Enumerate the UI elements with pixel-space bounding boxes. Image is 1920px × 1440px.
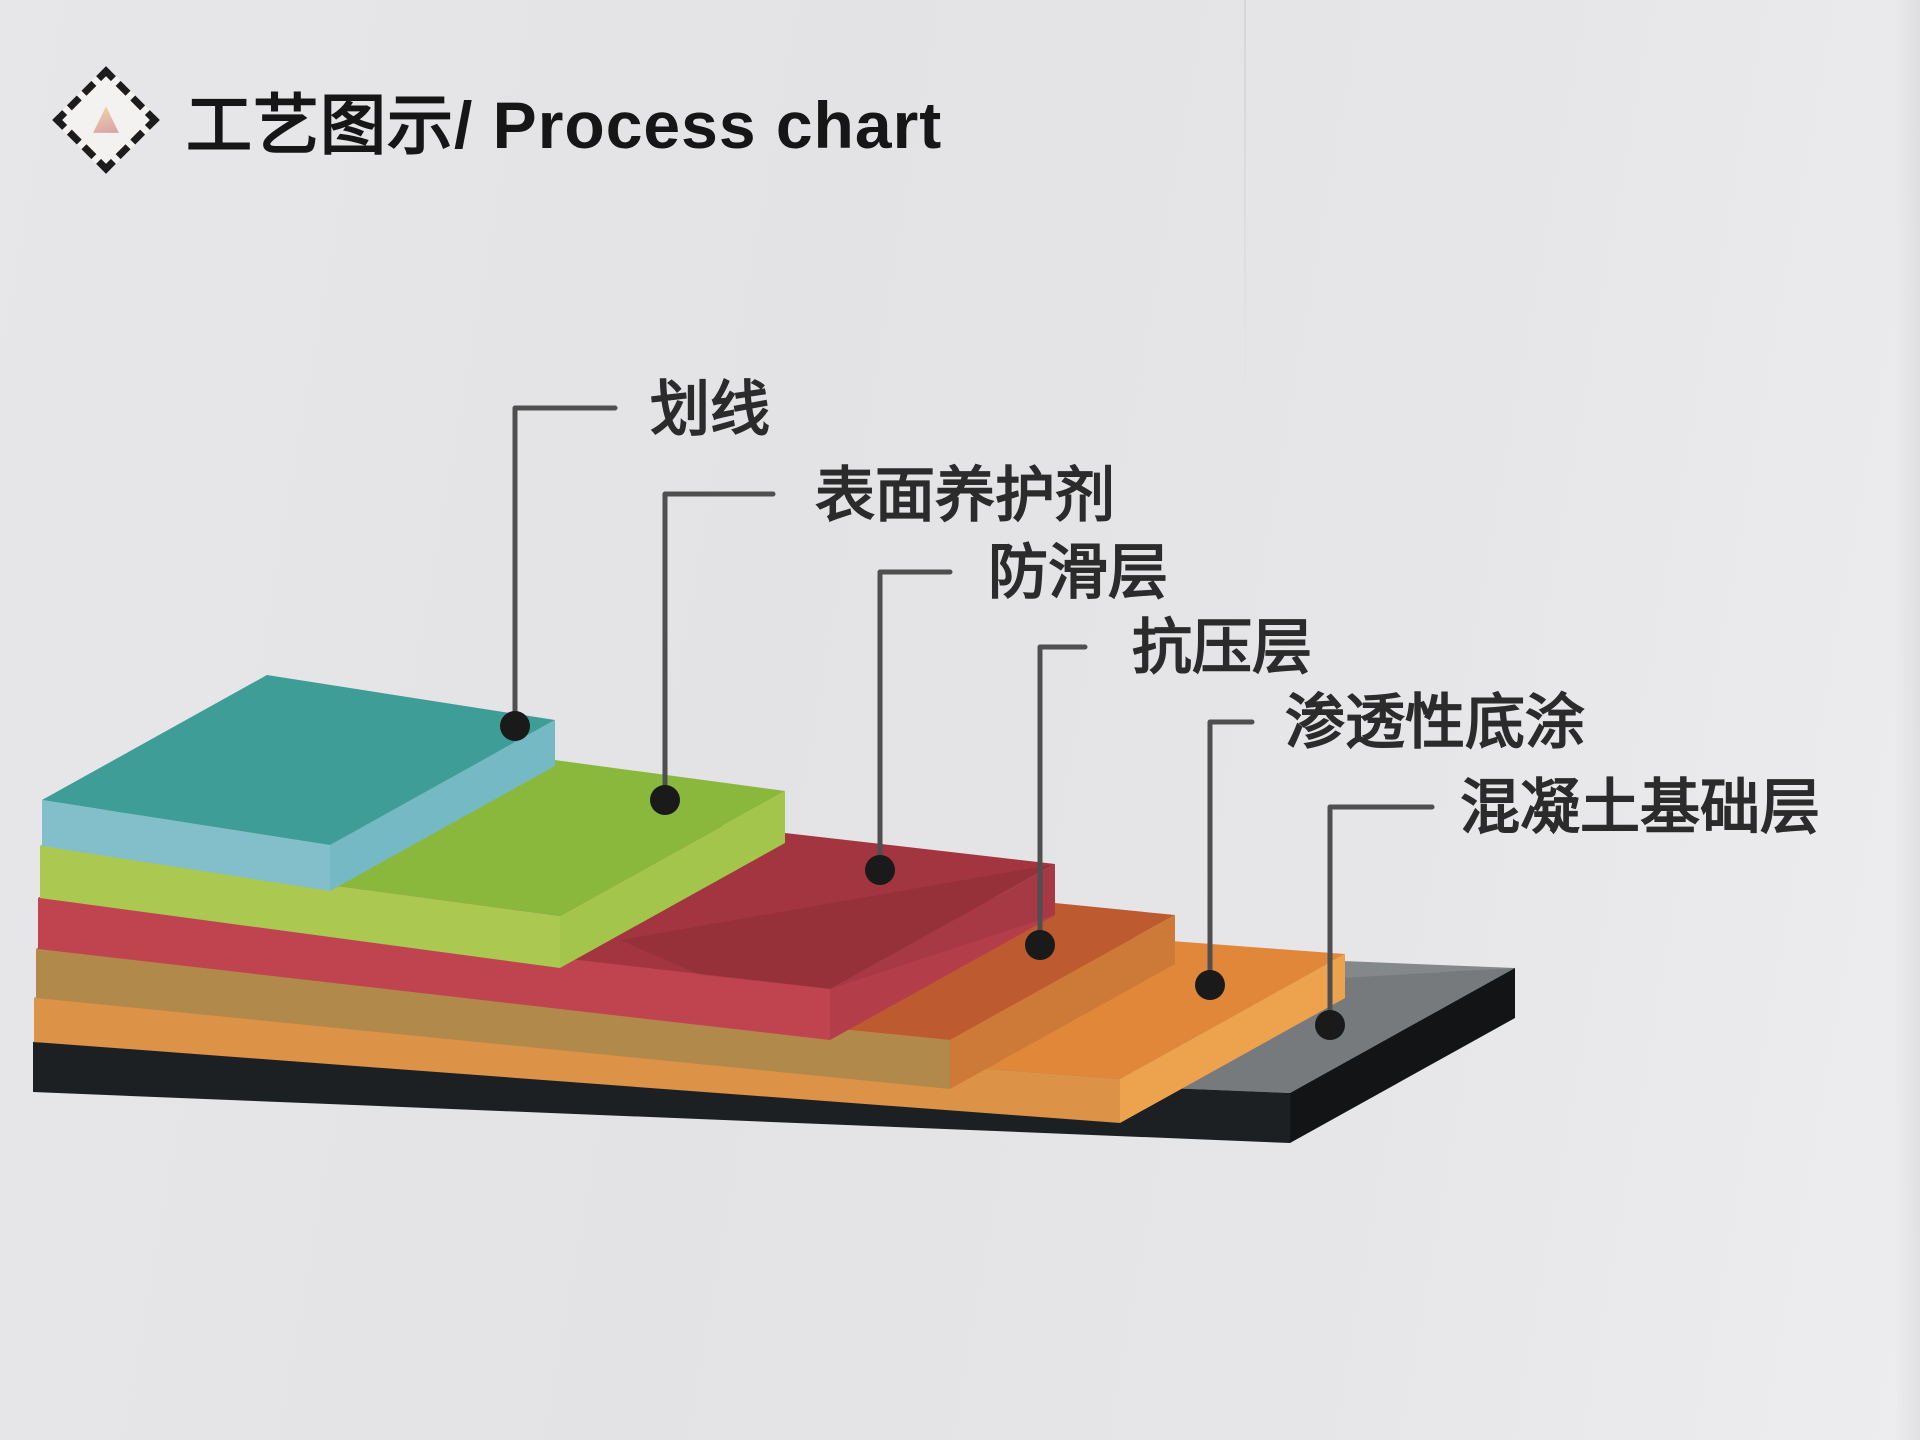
anti-slip-front-face [38,898,830,1040]
line-marking-side-face [330,720,555,891]
label-concrete-base: 混凝土基础层 [1460,774,1820,841]
page-title: 工艺图示/ Process chart [186,88,943,162]
anti-slip-side-face [830,864,1055,1040]
leader-concrete-base [1327,804,1435,1028]
leader-dots [500,711,1345,1040]
line-marking-top-face [42,675,555,845]
leader-anti-slip [877,569,953,873]
dot-line-marking [500,711,530,741]
curing-agent-front-face [40,846,560,968]
anti-slip-shading [620,864,1055,989]
dot-anti-slip [865,855,895,885]
label-compression: 抗压层 [1132,614,1312,681]
label-line-marking: 划线 [650,376,770,443]
label-primer: 渗透性底涂 [1285,689,1585,756]
line-marking-front-face [42,800,330,891]
compression-side-face [950,915,1175,1089]
curing-agent-side-face [560,791,785,968]
primer-side-face [1120,954,1345,1123]
page-edge-shadow [1894,0,1920,1440]
layer-line-marking [42,675,555,891]
dot-curing-agent [650,785,680,815]
leader-lines [512,405,1435,1028]
dot-concrete-base [1315,1010,1345,1040]
compression-front-face [36,949,950,1089]
leader-compression [1037,644,1088,948]
leader-line-marking [512,405,618,729]
dot-compression [1025,930,1055,960]
primer-front-face [34,998,1120,1123]
concrete-base-front-face [33,1042,1290,1143]
page-crease [1244,0,1246,420]
concrete-base-side-face [1290,968,1515,1143]
leader-primer [1207,719,1255,988]
layer-labels: 划线 表面养护剂 防滑层 抗压层 渗透性底涂 混凝土基础层 [650,376,1820,841]
label-anti-slip: 防滑层 [988,539,1168,606]
leader-curing-agent [662,491,776,803]
dot-primer [1195,970,1225,1000]
label-curing-agent: 表面养护剂 [815,462,1115,529]
section-header: 工艺图示/ Process chart [52,66,943,174]
